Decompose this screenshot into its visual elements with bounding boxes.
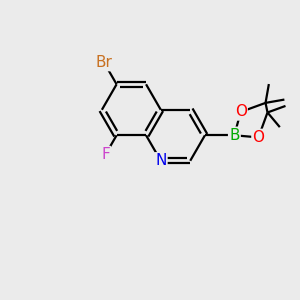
Text: O: O (252, 130, 264, 145)
Text: F: F (101, 147, 110, 162)
Text: N: N (155, 153, 166, 168)
Text: B: B (229, 128, 240, 143)
Text: Br: Br (96, 55, 112, 70)
Text: O: O (235, 104, 247, 119)
